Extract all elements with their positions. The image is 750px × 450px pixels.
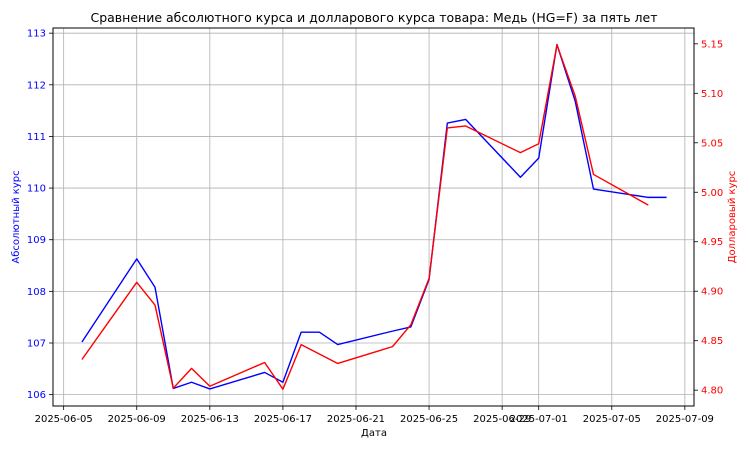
x-tick-label: 2025-06-17 (254, 414, 312, 425)
x-tick-label: 2025-06-09 (108, 414, 166, 425)
x-axis: 2025-06-05 2025-06-09 2025-06-13 2025-06-17… (35, 406, 714, 425)
y-right-tick-label: 5.15 (701, 39, 723, 50)
y-left-tick-label: 108 (27, 287, 46, 298)
y-right-tick-label: 4.85 (701, 336, 723, 347)
plot-frame (52, 27, 695, 407)
y-axis-right: 4.80 4.85 4.90 4.95 5.00 5.05 5.10 5.15 (694, 39, 723, 397)
y-right-tick-label: 4.90 (701, 287, 723, 298)
y-left-tick-label: 112 (27, 80, 46, 91)
y-left-tick-label: 113 (27, 29, 46, 40)
y-axis-left-label: Абсолютный курс (11, 170, 22, 263)
y-right-tick-label: 4.80 (701, 386, 723, 397)
y-left-tick-label: 107 (27, 339, 46, 350)
x-tick-label: 2025-06-05 (35, 414, 93, 425)
y-left-tick-label: 106 (27, 390, 46, 401)
y-right-tick-label: 5.05 (701, 138, 723, 149)
grid (53, 28, 694, 406)
x-tick-label: 2025-06-13 (181, 414, 239, 425)
chart-title: Сравнение абсолютного курса и долларовог… (90, 10, 657, 25)
series-layer (81, 43, 667, 390)
x-axis-label: Дата (361, 428, 387, 439)
y-right-tick-label: 5.10 (701, 89, 723, 100)
x-tick-label: 2025-07-09 (656, 414, 714, 425)
y-right-tick-label: 4.95 (701, 237, 723, 248)
x-tick-label: 2025-07-01 (510, 414, 568, 425)
y-left-tick-label: 109 (27, 235, 46, 246)
y-left-tick-label: 111 (27, 132, 46, 143)
y-right-tick-label: 5.00 (701, 188, 723, 199)
x-tick-label: 2025-07-05 (583, 414, 641, 425)
x-tick-label: 2025-06-25 (400, 414, 458, 425)
y-axis-left: 106 107 108 109 110 111 112 113 (27, 29, 53, 401)
series-line-dollar (81, 44, 649, 390)
x-tick-label: 2025-06-29 (473, 414, 531, 425)
y-axis-right-label: Долларовый курс (727, 171, 738, 264)
series-line-absolute (81, 43, 667, 390)
x-tick-label: 2025-06-21 (327, 414, 385, 425)
y-left-tick-label: 110 (27, 184, 46, 195)
